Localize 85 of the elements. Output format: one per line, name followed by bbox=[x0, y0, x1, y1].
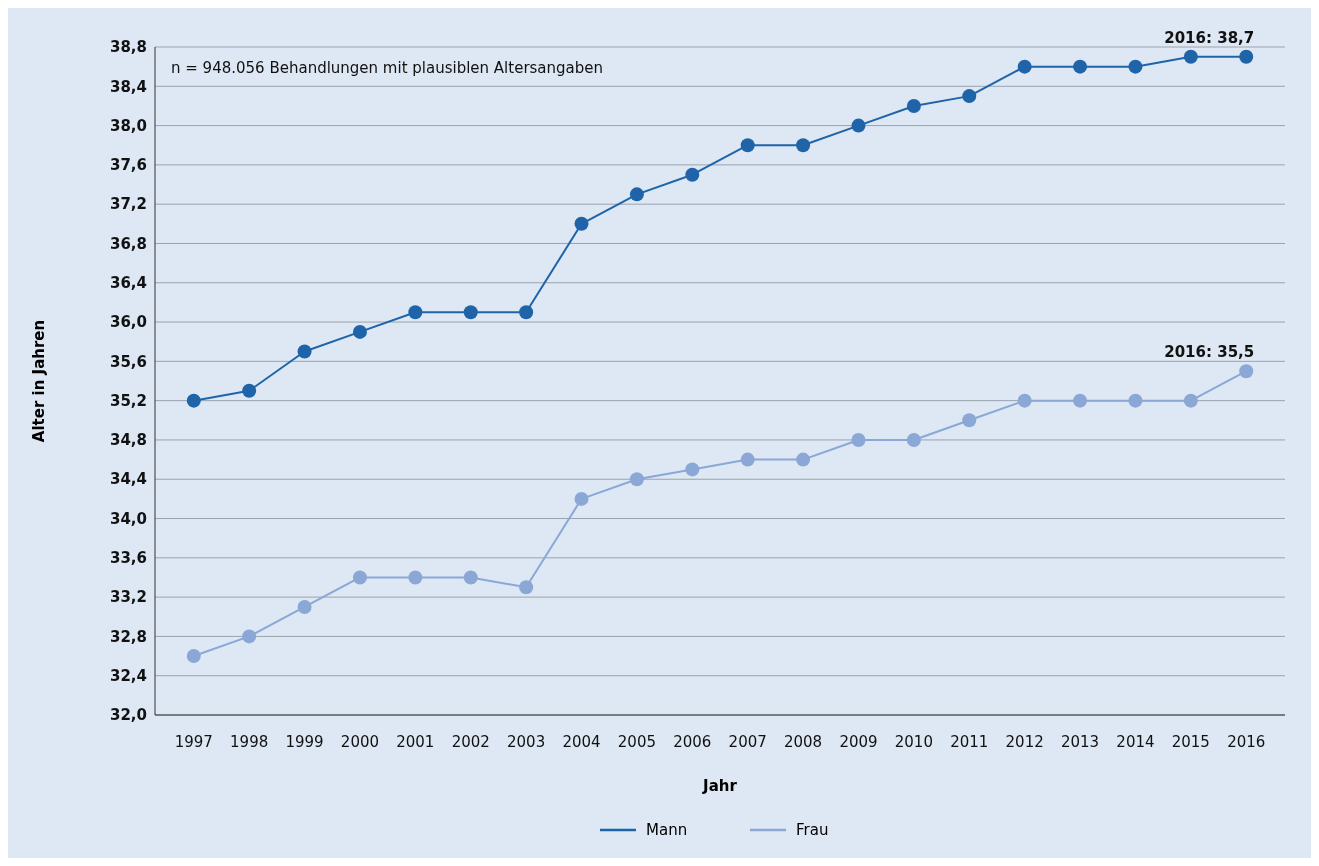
point bbox=[1017, 59, 1032, 74]
annotation: 2016: 35,5 bbox=[1164, 343, 1255, 362]
point bbox=[242, 629, 257, 644]
point bbox=[1239, 364, 1254, 379]
x-tick-label: 2012 bbox=[1005, 733, 1044, 751]
point bbox=[685, 167, 700, 182]
x-tick-label: 2002 bbox=[451, 733, 490, 751]
annotation: n = 948.056 Behandlungen mit plausiblen Altersangaben bbox=[171, 59, 604, 77]
y-tick-label: 36,8 bbox=[109, 234, 147, 253]
point bbox=[1017, 393, 1032, 408]
point bbox=[186, 649, 201, 664]
x-tick-label: 2004 bbox=[562, 733, 601, 751]
y-tick-label: 32,4 bbox=[109, 666, 147, 685]
y-tick-label: 33,2 bbox=[109, 588, 147, 607]
point bbox=[1239, 49, 1254, 64]
y-tick-label: 37,6 bbox=[109, 156, 147, 175]
point bbox=[1183, 393, 1198, 408]
point bbox=[242, 383, 257, 398]
point bbox=[574, 216, 589, 231]
y-tick-label: 35,6 bbox=[109, 352, 147, 371]
x-tick-label: 2016 bbox=[1227, 733, 1266, 751]
point bbox=[408, 305, 423, 320]
y-tick-label: 36,4 bbox=[109, 274, 147, 293]
point bbox=[186, 393, 201, 408]
point bbox=[352, 324, 367, 339]
point bbox=[297, 344, 312, 359]
point bbox=[796, 138, 811, 153]
x-tick-label: 2013 bbox=[1060, 733, 1100, 751]
x-tick-label: 2006 bbox=[673, 733, 712, 751]
point bbox=[408, 570, 423, 585]
x-tick-label: 2007 bbox=[728, 733, 767, 751]
point bbox=[906, 432, 921, 447]
y-tick-label: 34,8 bbox=[109, 431, 147, 450]
x-tick-label: 2015 bbox=[1171, 733, 1210, 751]
point bbox=[906, 98, 921, 113]
point bbox=[740, 138, 755, 153]
y-tick-label: 38,0 bbox=[109, 116, 147, 135]
point bbox=[574, 491, 589, 506]
y-tick-label: 38,8 bbox=[109, 38, 147, 57]
point bbox=[519, 580, 534, 595]
y-tick-label: 34,4 bbox=[109, 470, 147, 489]
x-tick-label: 2001 bbox=[396, 733, 435, 751]
x-tick-label: 2000 bbox=[340, 733, 380, 751]
x-tick-label: 1997 bbox=[174, 733, 213, 751]
x-tick-label: 1998 bbox=[230, 733, 269, 751]
y-tick-label: 36,0 bbox=[109, 313, 147, 332]
annotation: 2016: 38,7 bbox=[1164, 28, 1255, 47]
point bbox=[740, 452, 755, 467]
x-tick-label: 2008 bbox=[783, 733, 823, 751]
point bbox=[463, 305, 478, 320]
x-tick-label: 2014 bbox=[1116, 733, 1155, 751]
point bbox=[1128, 393, 1143, 408]
point bbox=[685, 462, 700, 477]
point bbox=[1073, 59, 1088, 74]
y-tick-label: 38,4 bbox=[109, 77, 147, 96]
point bbox=[796, 452, 811, 467]
legend-label: Mann bbox=[646, 821, 688, 840]
x-tick-label: 2010 bbox=[894, 733, 933, 751]
y-tick-label: 33,6 bbox=[109, 549, 147, 568]
point bbox=[962, 89, 977, 104]
point bbox=[352, 570, 367, 585]
y-tick-label: 37,2 bbox=[109, 195, 147, 214]
x-tick-label: 2009 bbox=[839, 733, 878, 751]
x-tick-label: 2011 bbox=[950, 733, 989, 751]
y-tick-label: 34,0 bbox=[109, 509, 147, 528]
y-tick-label: 32,8 bbox=[109, 627, 147, 646]
x-axis-title: Jahr bbox=[702, 777, 738, 795]
point bbox=[297, 599, 312, 614]
x-tick-label: 2003 bbox=[507, 733, 546, 751]
point bbox=[1128, 59, 1143, 74]
y-tick-label: 32,0 bbox=[109, 706, 147, 725]
legend-label: Frau bbox=[796, 821, 829, 840]
point bbox=[851, 432, 866, 447]
point bbox=[629, 187, 644, 202]
y-tick-label: 35,2 bbox=[109, 391, 147, 410]
point bbox=[1183, 49, 1198, 64]
point bbox=[1073, 393, 1088, 408]
point bbox=[519, 305, 534, 320]
x-tick-label: 1999 bbox=[285, 733, 324, 751]
x-tick-label: 2005 bbox=[617, 733, 657, 751]
point bbox=[463, 570, 478, 585]
point bbox=[962, 413, 977, 428]
point bbox=[629, 472, 644, 487]
point bbox=[851, 118, 866, 133]
y-axis-title: Alter in Jahren bbox=[30, 319, 48, 443]
